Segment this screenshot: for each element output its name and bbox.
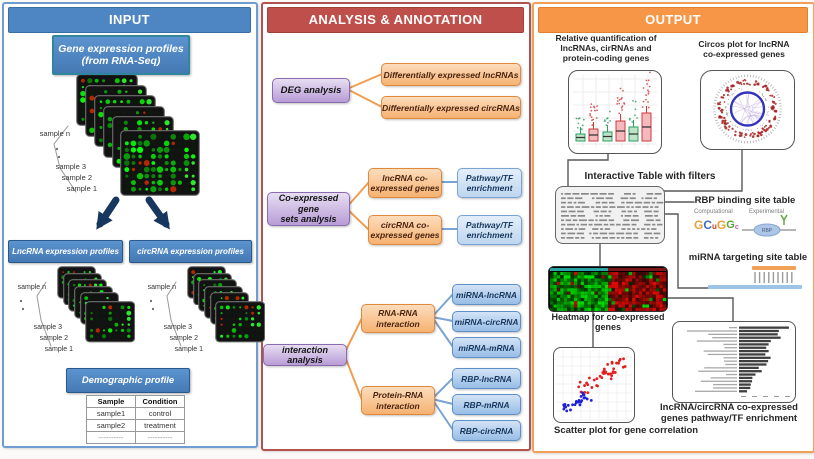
gene-expression-source-box: Gene expression profiles (from RNA-Seq) — [52, 35, 190, 75]
enrichment-caption: lncRNA/circRNA co-expressed genes pathwa… — [660, 402, 798, 424]
pathway-tf-enrichment-box-2: Pathway/TF enrichment — [457, 215, 522, 245]
circos-thumbnail — [700, 70, 795, 150]
lncrna-coexpressed-genes-box: lncRNA co- expressed genes — [368, 168, 442, 198]
cell: treatment — [135, 419, 185, 432]
table-row: ---------- ---------- — [86, 431, 185, 444]
sample-label: sample 2 — [169, 335, 198, 342]
heatmap-graphic — [550, 268, 667, 311]
svg-text:RBP: RBP — [762, 228, 773, 234]
enrichment-bars-graphic — [687, 326, 790, 397]
sample-label: sample 2 — [39, 335, 68, 342]
col-header-sample: Sample — [86, 395, 136, 408]
sample-label: sample n — [147, 284, 176, 291]
cell: sample2 — [86, 419, 136, 432]
sample-label: sample 2 — [61, 173, 92, 182]
boxplot-chart — [573, 71, 657, 147]
circrna-coexpressed-genes-box: circRNA co- expressed genes — [368, 215, 442, 245]
deg-analysis-box: DEG analysis — [272, 78, 350, 103]
sample-label: sample 3 — [55, 162, 86, 171]
mirna-circrna-box: miRNA-circRNA — [452, 311, 521, 332]
sample-label: sample n — [17, 284, 46, 291]
pathway-tf-enrichment-box-1: Pathway/TF enrichment — [457, 168, 522, 198]
microarray-stack-main — [68, 74, 208, 198]
logo-letter: G — [726, 219, 735, 231]
table-rows-graphic — [561, 193, 664, 239]
logo-letter: G — [694, 218, 704, 232]
boxplot-thumbnail — [568, 70, 662, 154]
table-row: sample2 treatment — [86, 419, 185, 432]
scatter-chart — [556, 350, 632, 421]
protein-rna-interaction-box: Protein-RNA interaction — [361, 386, 435, 415]
logo-letter: u — [712, 222, 717, 231]
circos-chart — [713, 74, 782, 144]
demographic-table: Sample Condition sample1 control sample2… — [86, 395, 185, 444]
cell: control — [135, 407, 185, 420]
microarray-stack-circrna — [182, 266, 274, 348]
scatter-thumbnail — [553, 347, 635, 423]
sample-label: sample 1 — [44, 346, 73, 353]
logo-letter: C — [703, 218, 713, 232]
heatmap-caption: Heatmap for co-expressed genes — [551, 312, 665, 332]
sample-label: sample 3 — [163, 324, 192, 331]
col-header-condition: Condition — [135, 395, 185, 408]
cell: ---------- — [86, 431, 136, 444]
mirna-lncrna-box: miRNA-lncRNA — [452, 284, 521, 305]
boxplot-caption: Relative quantification of lncRNAs, cirR… — [555, 33, 657, 63]
sample-label: sample 1 — [174, 346, 203, 353]
mirna-table-caption: miRNA targeting site table — [688, 252, 808, 263]
sample-label: sample n — [39, 129, 70, 138]
rbp-table-caption: RBP binding site table — [694, 195, 796, 206]
computational-label: Computational — [694, 209, 733, 215]
interactive-table-thumbnail — [555, 186, 665, 244]
coexpressed-gene-sets-box: Co-expressed gene sets analysis — [267, 192, 350, 226]
enrichment-barchart-thumbnail — [672, 321, 796, 403]
circos-caption: Circos plot for lncRNA co-expressed gene… — [698, 39, 790, 59]
heatmap-thumbnail — [548, 266, 668, 312]
logo-letter: c — [734, 224, 739, 231]
diff-expressed-circrna-box: Differentially expressed circRNAs — [381, 96, 521, 119]
scatter-caption: Scatter plot for gene correlation — [554, 425, 699, 436]
cell: sample1 — [86, 407, 136, 420]
input-panel-title: INPUT — [8, 7, 251, 33]
table-header-row: Sample Condition — [86, 395, 185, 408]
rna-rna-interaction-box: RNA-RNA interaction — [361, 304, 435, 333]
diff-expressed-lncrna-box: Differentially expressed lncRNAs — [381, 63, 521, 86]
table-row: sample1 control — [86, 407, 185, 420]
interaction-analysis-box: interaction analysis — [263, 344, 347, 366]
sample-label: sample 1 — [66, 184, 97, 193]
rbp-mrna-box: RBP-mRNA — [452, 394, 521, 415]
sample-label: sample 3 — [33, 324, 62, 331]
rbp-protein-icon: RBP — [742, 214, 796, 237]
mirna-targeting-icon — [708, 266, 802, 289]
circrna-profiles-box: circRNA expression profiles — [129, 240, 252, 263]
microarray-stack-lncrna — [52, 266, 144, 348]
cell: ---------- — [135, 431, 185, 444]
demographic-profile-box: Demographic profile — [66, 368, 190, 393]
mirna-mrna-box: miRNA-mRNA — [452, 337, 521, 358]
experimental-label: Experimental — [749, 209, 785, 215]
logo-letter: G — [716, 218, 727, 232]
interactive-table-caption: Interactive Table with filters — [584, 171, 716, 182]
rbp-circrna-box: RBP-circRNA — [452, 420, 521, 441]
lncrna-profiles-box: LncRNA expression profiles — [8, 240, 123, 263]
output-panel-title: OUTPUT — [538, 7, 808, 33]
rbp-lncrna-box: RBP-lncRNA — [452, 368, 521, 389]
analysis-panel-title: ANALYSIS & ANNOTATION — [267, 7, 524, 33]
